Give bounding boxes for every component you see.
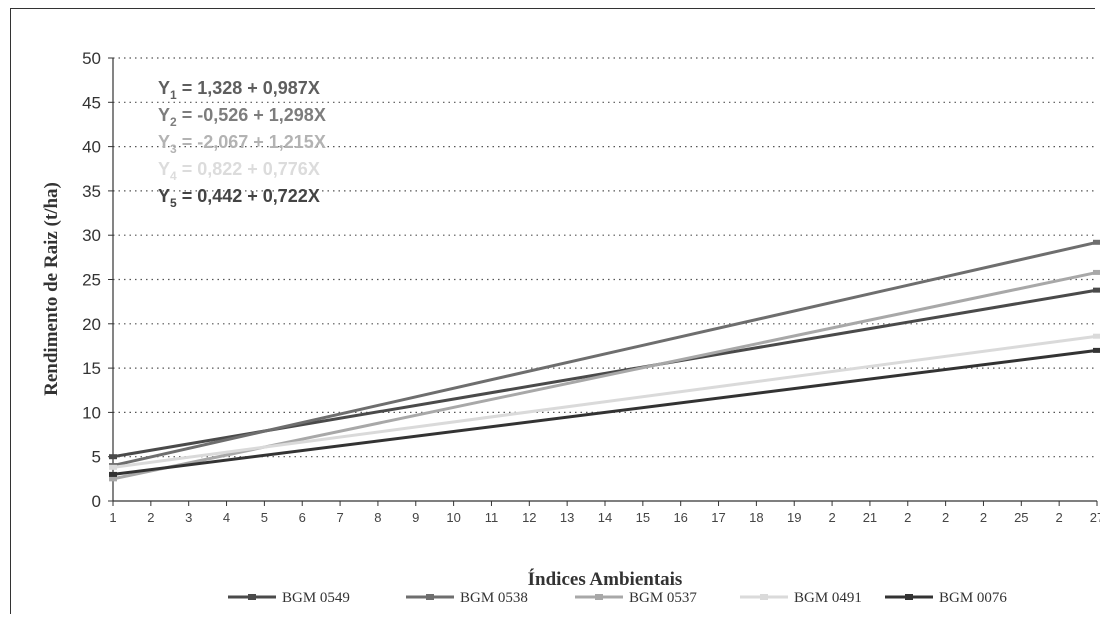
y-axis-label: Rendimento de Raiz (t/ha)	[41, 182, 62, 396]
x-tick-label-6: 6	[299, 510, 306, 525]
x-tick-label-3: 3	[185, 510, 192, 525]
y-tick-label-0: 0	[92, 492, 101, 511]
y-tick-label-10: 10	[82, 403, 101, 422]
series-line-5	[112, 348, 1098, 476]
y-tick-label-45: 45	[82, 93, 101, 112]
y-tick-label-5: 5	[92, 448, 101, 467]
legend-marker-1	[248, 594, 256, 600]
regression-equations: Y1 = 1,328 + 0,987X Y2 = -0,526 + 1,298X Y…	[158, 78, 326, 210]
x-tick-label-5: 5	[261, 510, 268, 525]
equation-5: Y5 = 0,442 + 0,722X	[158, 186, 320, 210]
x-tick-label-23: 2	[942, 510, 949, 525]
legend-marker-5	[905, 594, 913, 600]
y-tick-label-40: 40	[82, 138, 101, 157]
x-tick-label-21: 21	[863, 510, 877, 525]
y-tick-label-35: 35	[82, 182, 101, 201]
x-tick-label-27: 27	[1090, 510, 1100, 525]
x-tick-label-12: 12	[522, 510, 536, 525]
x-tick-label-24: 2	[980, 510, 987, 525]
legend-marker-2	[426, 594, 434, 600]
x-tick-label-16: 16	[673, 510, 687, 525]
x-tick-label-18: 18	[749, 510, 763, 525]
series-marker-4-2	[1093, 333, 1100, 339]
x-tick-label-20: 2	[828, 510, 835, 525]
legend: BGM 0549 BGM 0538 BGM 0537 BGM 0491 BGM 0076	[228, 590, 1007, 606]
x-tick-label-10: 10	[446, 510, 460, 525]
x-tick-label-9: 9	[412, 510, 419, 525]
x-tick-label-15: 15	[636, 510, 650, 525]
series-marker-1-2	[1093, 287, 1100, 293]
series-marker-2-2	[1093, 239, 1100, 245]
series-marker-5-1	[109, 471, 117, 477]
series-marker-3-1	[109, 476, 117, 482]
legend-marker-3	[595, 594, 603, 600]
equation-2: Y2 = -0,526 + 1,298X	[158, 105, 326, 129]
series-marker-4-1	[109, 464, 117, 470]
series-marker-3-2	[1093, 269, 1100, 275]
chart-frame	[10, 8, 1095, 614]
x-tick-label-11: 11	[485, 510, 499, 525]
x-tick-label-26: 2	[1056, 510, 1063, 525]
legend-label-1: BGM 0549	[282, 590, 350, 606]
y-tick-label-30: 30	[82, 226, 101, 245]
legend-marker-4	[760, 594, 768, 600]
series-lines	[109, 239, 1100, 482]
legend-label-4: BGM 0491	[794, 590, 862, 606]
equation-3: Y3 = -2,067 + 1,215X	[158, 132, 326, 156]
x-tick-label-14: 14	[598, 510, 612, 525]
y-tick-label-25: 25	[82, 271, 101, 290]
x-tick-label-8: 8	[374, 510, 381, 525]
series-line-4	[112, 334, 1098, 469]
series-marker-1-1	[109, 454, 117, 460]
equation-4: Y4 = 0,822 + 0,776X	[158, 159, 320, 183]
y-tick-label-15: 15	[82, 359, 101, 378]
y-tick-labels: 0 5 10 15 20 25 30 35 40 45 50	[82, 49, 113, 511]
y-tick-label-50: 50	[82, 49, 101, 68]
y-tick-label-20: 20	[82, 315, 101, 334]
x-tick-label-13: 13	[560, 510, 574, 525]
x-tick-label-25: 25	[1014, 510, 1028, 525]
equation-1: Y1 = 1,328 + 0,987X	[158, 78, 320, 102]
legend-label-3: BGM 0537	[629, 590, 697, 606]
x-tick-label-7: 7	[336, 510, 343, 525]
series-line-2	[112, 240, 1098, 468]
legend-label-5: BGM 0076	[939, 590, 1007, 606]
legend-label-2: BGM 0538	[460, 590, 528, 606]
x-tick-label-4: 4	[223, 510, 230, 525]
x-tick-label-22: 2	[904, 510, 911, 525]
x-axis-label: Índices Ambientais	[528, 568, 683, 590]
series-marker-5-2	[1093, 347, 1100, 353]
x-tick-label-2: 2	[147, 510, 154, 525]
x-tick-label-19: 19	[787, 510, 801, 525]
x-tick-label-17: 17	[711, 510, 725, 525]
x-tick-label-1: 1	[109, 510, 116, 525]
x-tick-labels: 1234567891011121314151617181922122225227	[109, 501, 1100, 525]
